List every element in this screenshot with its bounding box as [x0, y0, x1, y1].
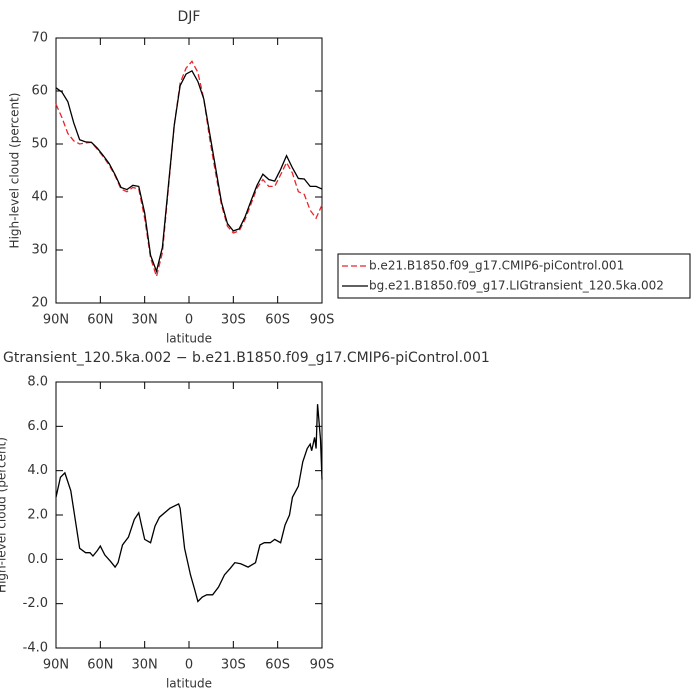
y-tick-label: 40	[31, 190, 48, 205]
y-tick-label: 30	[31, 243, 48, 258]
x-tick-label: 0	[185, 313, 193, 328]
x-tick-label: 90S	[310, 658, 335, 673]
x-tick-label: 30S	[221, 313, 246, 328]
legend-label: b.e21.B1850.f09_g17.CMIP6-piControl.001	[369, 259, 624, 273]
x-tick-label: 60N	[87, 313, 113, 328]
y-tick-label: -4.0	[23, 641, 48, 656]
y-tick-label: 60	[31, 84, 48, 99]
y-tick-label: 70	[31, 31, 48, 46]
y-tick-label: 2.0	[27, 508, 48, 523]
x-tick-label: 90N	[43, 313, 69, 328]
data-line	[55, 60, 323, 279]
x-tick-label: 60N	[87, 658, 113, 673]
x-tick-label: 30N	[132, 658, 158, 673]
y-tick-label: 6.0	[27, 419, 48, 434]
y-tick-label: 50	[31, 137, 48, 152]
y-axis-label: High-level cloud (percent)	[0, 437, 9, 593]
x-axis-label: latitude	[166, 677, 212, 691]
y-tick-label: -2.0	[23, 596, 48, 611]
legend-label: bg.e21.B1850.f09_g17.LIGtransient_120.5k…	[369, 279, 664, 293]
x-tick-label: 30S	[221, 658, 246, 673]
data-line	[55, 404, 323, 603]
plot-frame	[55, 37, 323, 304]
y-tick-label: 8.0	[27, 375, 48, 390]
y-tick-label: 0.0	[27, 552, 48, 567]
legend-box	[337, 253, 691, 299]
data-line	[55, 69, 323, 274]
chart-title: Gtransient_120.5ka.002 − b.e21.B1850.f09…	[3, 350, 490, 366]
plot-frame	[55, 381, 323, 649]
y-tick-label: 4.0	[27, 463, 48, 478]
x-axis-label: latitude	[166, 332, 212, 346]
y-axis-label: High-level cloud (percent)	[8, 93, 22, 249]
x-tick-label: 90S	[310, 313, 335, 328]
y-tick-label: 20	[31, 296, 48, 311]
x-tick-label: 90N	[43, 658, 69, 673]
x-tick-label: 60S	[265, 658, 290, 673]
x-tick-label: 60S	[265, 313, 290, 328]
chart-title: DJF	[178, 9, 201, 25]
x-tick-label: 30N	[132, 313, 158, 328]
x-tick-label: 0	[185, 658, 193, 673]
